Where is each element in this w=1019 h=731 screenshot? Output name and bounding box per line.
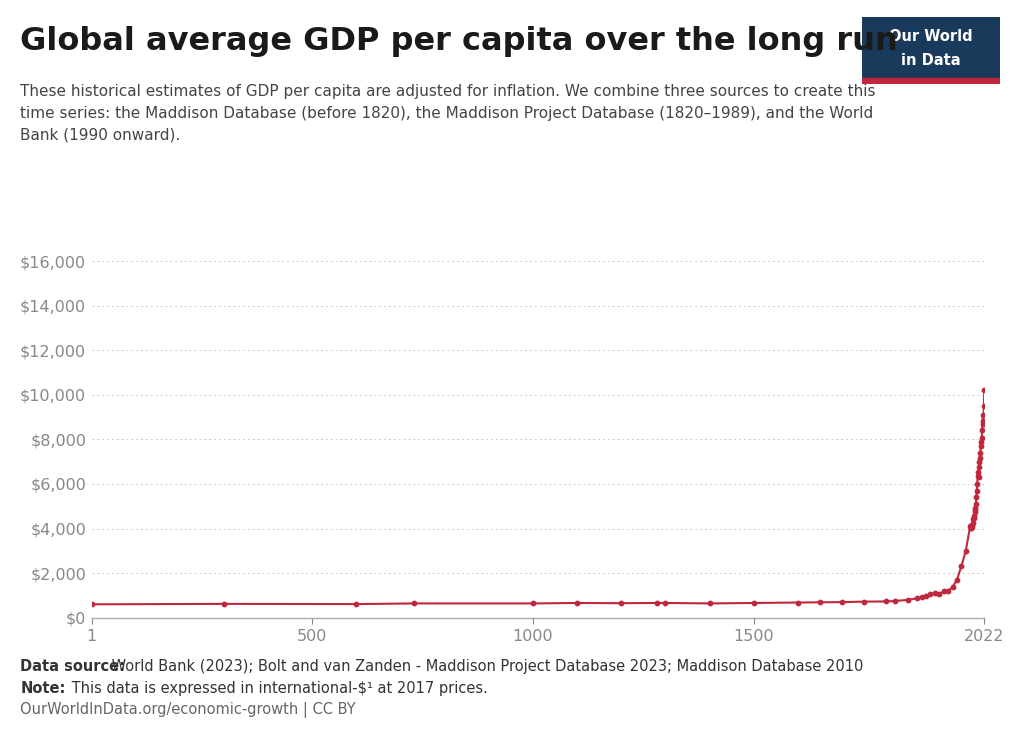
Point [968, 485, 984, 497]
Point [961, 520, 977, 532]
Text: World Bank (2023); Bolt and van Zanden - Maddison Project Database 2023; Maddiso: World Bank (2023); Bolt and van Zanden -… [107, 659, 863, 675]
Point [913, 591, 929, 603]
Point [967, 491, 983, 503]
Point [648, 597, 664, 609]
Point [972, 436, 988, 448]
Point [84, 599, 100, 610]
Point [967, 498, 983, 510]
Point [964, 513, 980, 525]
Point [917, 590, 933, 602]
Point [908, 592, 924, 604]
Point [957, 545, 973, 557]
Text: Our World: Our World [889, 29, 971, 45]
Point [966, 502, 982, 514]
Point [969, 466, 985, 478]
Point [834, 596, 850, 608]
Point [962, 522, 978, 534]
Point [969, 471, 985, 483]
Point [965, 506, 981, 518]
Point [972, 440, 988, 452]
Point [789, 596, 805, 608]
Point [964, 517, 980, 529]
Text: Global average GDP per capita over the long run: Global average GDP per capita over the l… [20, 26, 898, 56]
Bar [861, 78, 999, 84]
Point [963, 519, 979, 531]
Point [973, 425, 989, 436]
Point [347, 598, 364, 610]
Point [962, 521, 978, 533]
Point [855, 596, 871, 607]
Point [974, 417, 990, 429]
Point [215, 598, 231, 610]
Text: Note:: Note: [20, 681, 65, 697]
Point [970, 461, 986, 473]
Point [965, 510, 981, 522]
Point [965, 512, 981, 524]
Point [569, 597, 585, 609]
Point [968, 478, 984, 490]
Point [962, 522, 978, 534]
Point [975, 401, 991, 412]
Point [525, 597, 541, 609]
Point [969, 470, 985, 482]
Text: Data source:: Data source: [20, 659, 125, 675]
Point [811, 596, 827, 608]
Point [612, 597, 629, 609]
Point [745, 597, 761, 609]
Point [944, 581, 960, 593]
Point [887, 595, 903, 607]
Text: This data is expressed in international-$¹ at 2017 prices.: This data is expressed in international-… [67, 681, 488, 697]
Point [952, 561, 968, 572]
Point [948, 574, 964, 586]
Point [974, 409, 990, 421]
Point [973, 415, 989, 427]
Point [930, 588, 947, 600]
Point [972, 432, 988, 444]
Point [934, 586, 951, 597]
Point [971, 447, 987, 458]
Point [970, 456, 986, 468]
Point [926, 587, 943, 599]
Point [975, 385, 991, 396]
Point [938, 585, 955, 596]
Point [921, 588, 937, 600]
Point [963, 520, 979, 532]
Text: in Data: in Data [900, 53, 960, 68]
Point [877, 596, 894, 607]
Point [656, 597, 673, 609]
Point [701, 597, 717, 609]
Point [971, 452, 987, 464]
Point [406, 597, 422, 609]
Text: These historical estimates of GDP per capita are adjusted for inflation. We comb: These historical estimates of GDP per ca… [20, 84, 875, 143]
Text: OurWorldInData.org/economic-growth | CC BY: OurWorldInData.org/economic-growth | CC … [20, 702, 356, 718]
Point [966, 504, 982, 516]
Point [900, 594, 916, 606]
